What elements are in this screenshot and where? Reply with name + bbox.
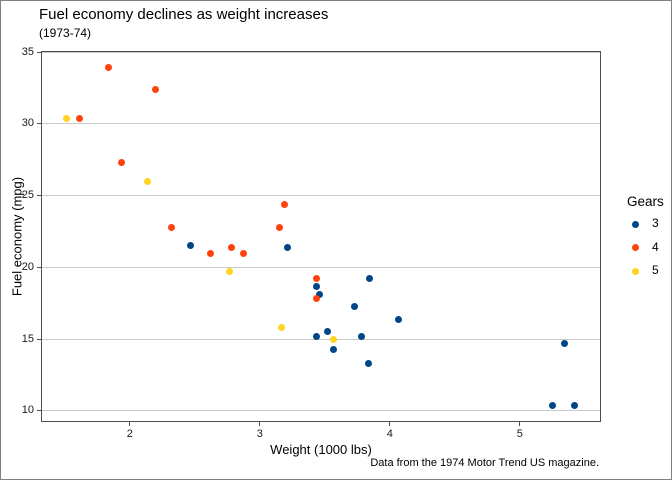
legend-item: 5 — [627, 260, 671, 282]
data-point — [62, 114, 70, 122]
data-point — [284, 243, 292, 251]
data-point — [104, 64, 112, 72]
data-point — [206, 249, 214, 257]
legend-key-dot — [632, 267, 639, 275]
y-tick-mark — [37, 410, 41, 412]
y-gridline — [42, 51, 600, 53]
data-point — [312, 332, 320, 340]
data-point — [351, 302, 359, 310]
x-tick-mark — [389, 422, 391, 426]
y-tick-label: 30 — [21, 117, 34, 130]
data-point — [357, 332, 365, 340]
y-tick-label: 15 — [21, 332, 34, 345]
y-tick-label: 20 — [21, 260, 34, 273]
chart-caption: Data from the 1974 Motor Trend US magazi… — [370, 457, 599, 469]
y-gridline — [42, 266, 600, 268]
data-point — [275, 223, 283, 231]
x-tick-label: 5 — [516, 428, 523, 440]
data-point — [561, 339, 569, 347]
legend-item: 4 — [627, 237, 671, 259]
y-gridline — [42, 195, 600, 197]
data-point — [167, 223, 175, 231]
y-gridline — [42, 123, 600, 125]
data-point — [152, 85, 160, 93]
x-tick-mark — [259, 422, 261, 426]
data-point — [395, 315, 403, 323]
legend-title: Gears — [627, 194, 664, 209]
y-tick-mark — [37, 123, 41, 125]
y-tick-mark — [37, 51, 41, 53]
data-point — [323, 328, 331, 336]
legend-item: 3 — [627, 213, 671, 235]
x-axis-label: Weight (1000 lbs) — [270, 442, 372, 457]
y-tick-label: 35 — [21, 45, 34, 58]
data-point — [316, 291, 324, 299]
legend-item-label: 5 — [652, 263, 659, 277]
y-gridline — [42, 410, 600, 412]
x-tick-label: 4 — [386, 428, 393, 440]
data-point — [226, 268, 234, 276]
y-tick-mark — [37, 338, 41, 340]
legend-key-dot — [632, 244, 639, 251]
y-axis-label: Fuel economy (mpg) — [9, 176, 25, 297]
data-point — [186, 242, 194, 250]
y-gridline — [42, 338, 600, 340]
data-point — [278, 324, 286, 332]
data-point — [280, 200, 288, 208]
y-tick-mark — [37, 266, 41, 268]
legend-key-dot — [632, 220, 639, 228]
x-tick-label: 2 — [126, 428, 133, 440]
legend-item-label: 3 — [652, 216, 659, 230]
data-point — [144, 177, 152, 185]
data-point — [313, 275, 321, 283]
data-point — [330, 335, 338, 343]
data-point — [313, 295, 321, 303]
data-point — [330, 345, 338, 353]
y-tick-mark — [37, 195, 41, 197]
data-point — [227, 243, 235, 251]
data-point — [571, 401, 579, 409]
data-point — [240, 249, 248, 257]
x-tick-mark — [519, 422, 521, 426]
y-tick-label: 25 — [21, 189, 34, 202]
data-point — [117, 159, 125, 167]
y-tick-label: 10 — [21, 404, 34, 417]
data-point — [76, 114, 84, 122]
data-point — [313, 282, 321, 290]
plot-panel — [41, 51, 601, 422]
data-point — [548, 401, 556, 409]
x-tick-label: 3 — [256, 428, 263, 440]
x-tick-mark — [129, 422, 131, 426]
data-point — [365, 360, 373, 367]
chart-subtitle: (1973-74) — [39, 26, 92, 40]
chart-title: Fuel economy declines as weight increase… — [39, 6, 329, 23]
legend-item-label: 4 — [652, 239, 659, 254]
data-point — [366, 275, 374, 283]
